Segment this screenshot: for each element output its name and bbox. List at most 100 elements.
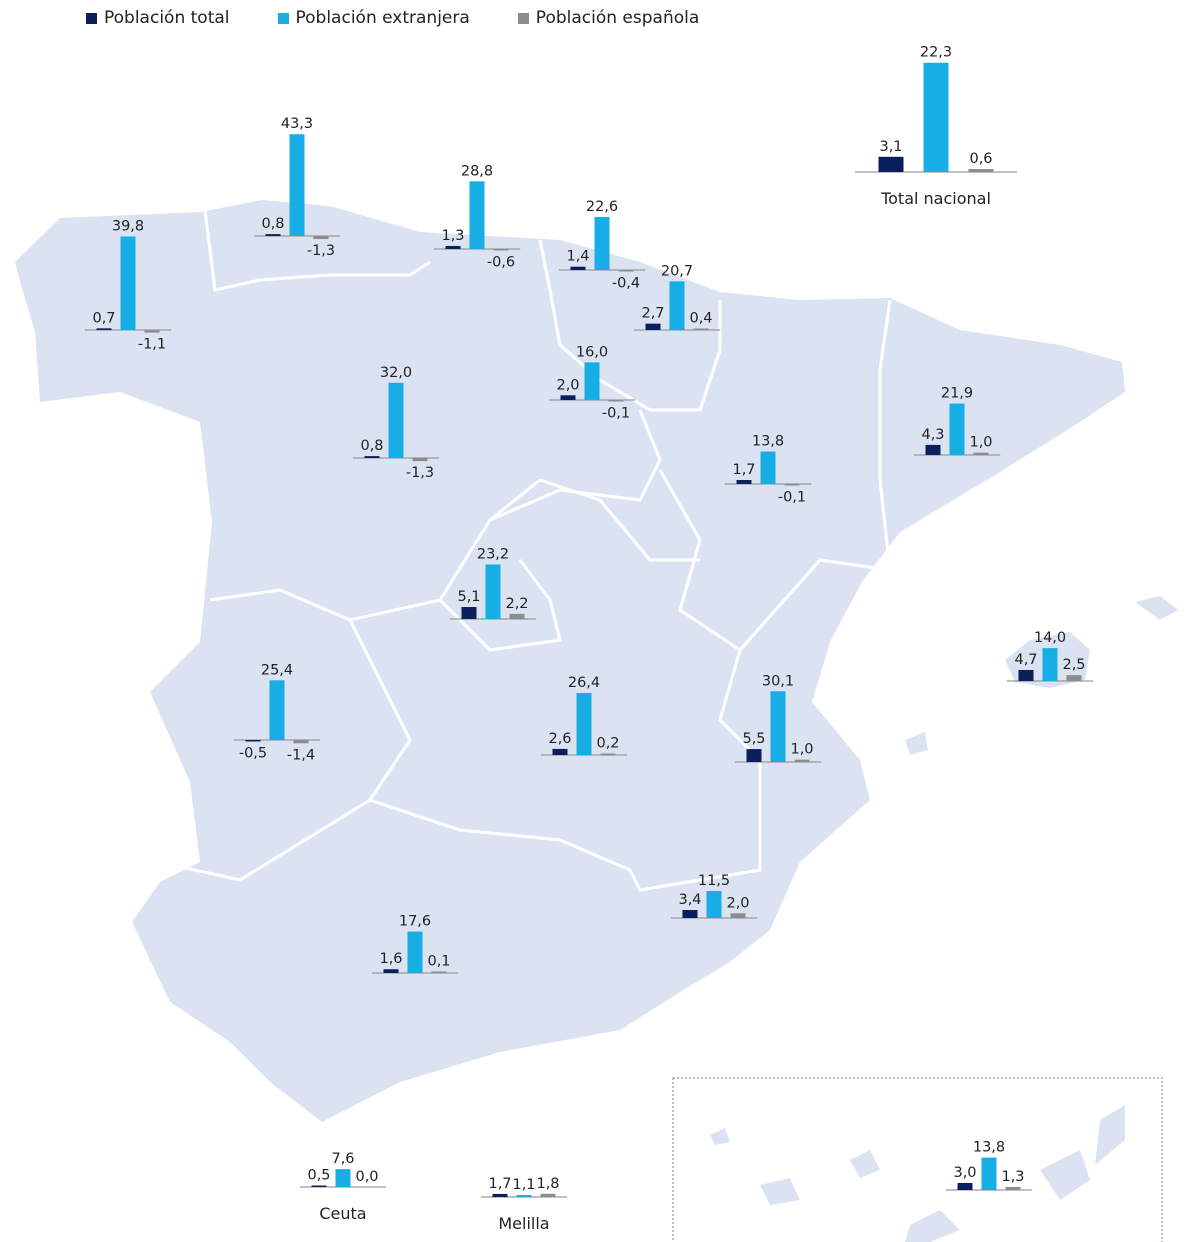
bar-espanola [1005,1186,1021,1190]
bar-espanola [313,236,329,240]
legend-label: Población española [535,8,700,28]
bar-extranjera [269,680,285,740]
legend-swatch-espanola [517,12,529,24]
data-label: 0,1 [427,954,450,970]
bar-espanola [784,484,800,486]
bar-extranjera [949,403,965,455]
data-label: 28,8 [461,163,493,179]
chart-label: Total nacional [880,189,991,208]
bar-espanola [973,452,989,455]
data-label: 1,0 [790,742,813,758]
bar-extranjera [335,1169,351,1187]
region-chart: 0,8 32,0 -1,3 [352,365,440,481]
bar-extranjera [923,62,949,173]
data-label: 16,0 [576,344,608,360]
data-label: 7,6 [331,1151,354,1167]
bar-espanola [608,400,624,402]
region-chart: 1,3 28,8 -0,6 [433,163,521,271]
bar-total [445,245,461,249]
region-chart: 3,0 13,8 1,3 [945,1140,1033,1191]
bar-extranjera [576,692,592,755]
bar-espanola [730,913,746,918]
data-label: 4,7 [1014,652,1037,668]
data-label: 13,8 [752,434,784,450]
bar-total [492,1193,508,1197]
bar-extranjera [485,564,501,619]
data-label: -1,3 [307,243,335,259]
peninsula [15,200,1125,1122]
legend-item-espanola: Población española [517,8,700,28]
region-chart: 2,7 20,7 0,4 [633,263,721,331]
data-label: -1,1 [138,337,166,353]
data-label: 0,0 [355,1169,378,1185]
bar-extranjera [120,236,136,330]
bar-espanola [293,740,309,744]
region-chart: 2,0 16,0 -0,1 [548,344,636,422]
data-label: 14,0 [1034,630,1066,646]
data-label: 26,4 [568,675,600,691]
data-label: 43,3 [281,116,313,132]
region-borders [149,209,892,892]
legend-label: Población extranjera [295,8,470,28]
bar-extranjera [469,181,485,249]
data-label: -0,1 [602,406,630,422]
region-chart: 3,1 22,3 0,6 Total nacional [855,45,1017,208]
region-chart: 1,7 13,8 -0,1 [724,434,812,506]
data-label: -0,4 [612,276,640,292]
region-chart: 1,4 22,6 -0,4 [558,199,646,292]
region-chart: 0,8 43,3 -1,3 [253,116,341,259]
bar-total [245,740,261,742]
data-label: 2,0 [726,895,749,911]
data-label: -0,1 [778,490,806,506]
data-label: 0,8 [261,216,284,232]
bar-extranjera [584,362,600,400]
bar-extranjera [981,1157,997,1190]
data-label: 23,2 [477,546,509,562]
data-label: 1,0 [969,435,992,451]
data-label: 5,5 [742,731,765,747]
bar-espanola [618,270,634,272]
bar-extranjera [669,281,685,330]
data-label: 2,6 [548,731,571,747]
bar-espanola [493,249,509,251]
chart-label: Melilla [498,1214,549,1233]
data-label: -1,4 [287,747,315,763]
bar-extranjera [388,382,404,458]
data-label: 1,7 [732,462,755,478]
bar-extranjera [770,691,786,762]
bar-espanola [794,759,810,762]
data-label: -0,5 [239,746,267,762]
data-label: 13,8 [973,1140,1005,1156]
data-label: 2,2 [505,596,528,612]
data-label: 22,3 [920,45,952,61]
data-label: 0,6 [969,151,992,167]
data-label: 3,0 [953,1165,976,1181]
data-label: 1,1 [512,1177,535,1193]
bar-extranjera [516,1195,532,1197]
data-label: 1,3 [441,228,464,244]
bar-total [560,395,576,400]
region-chart: 5,1 23,2 2,2 [449,546,537,620]
region-chart: -0,5 25,4 -1,4 [233,662,321,763]
legend-label: Población total [104,8,230,28]
legend-swatch-total [86,12,97,24]
region-chart: 1,7 1,1 1,8 Melilla [480,1176,568,1233]
data-label: 2,7 [641,306,664,322]
bar-extranjera [289,134,305,236]
legend-item-extranjera: Población extranjera [277,8,470,28]
data-label: 1,6 [379,951,402,967]
bar-espanola [693,328,709,330]
bar-espanola [1066,675,1082,681]
bar-total [461,607,477,619]
bar-espanola [600,753,616,755]
data-label: -1,3 [406,465,434,481]
data-label: 11,5 [698,873,730,889]
bar-total [96,328,112,330]
data-label: 1,7 [488,1176,511,1192]
region-charts: 0,7 39,8 -1,1 0,8 43,3 -1,3 1,3 28,8 -0,6 1,4 22,6… [84,45,1094,1233]
legend-swatch-extranjera [277,12,289,24]
data-label: 20,7 [661,263,693,279]
data-label: 1,3 [1001,1169,1024,1185]
data-label: 5,1 [457,589,480,605]
